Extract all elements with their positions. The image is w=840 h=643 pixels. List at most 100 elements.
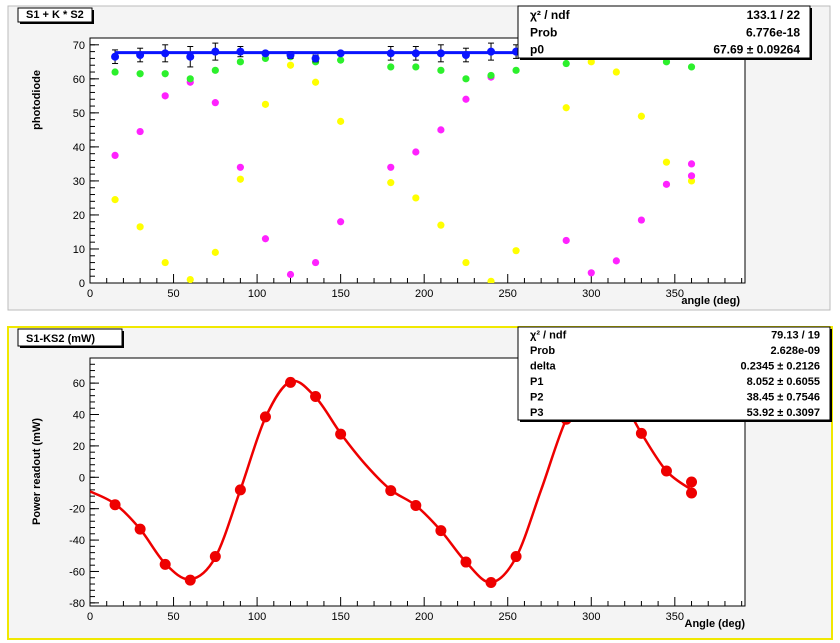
data-point (211, 248, 219, 256)
data-point (286, 270, 295, 279)
bot-stats-label: χ² / ndf (530, 330, 567, 342)
bot-ytick-label: 40 (73, 410, 85, 422)
data-point (310, 390, 322, 402)
top-ytick-label: 70 (73, 40, 85, 52)
top-ytick-label: 30 (73, 176, 85, 188)
data-point (562, 104, 570, 112)
bot-stats-label: Prob (530, 345, 555, 357)
top-x-axis-label: angle (deg) (681, 295, 740, 307)
data-point (587, 58, 595, 66)
top-title-box (17, 7, 93, 23)
bot-xtick-label: 300 (582, 611, 600, 623)
bot-title: S1-KS2 (mW) (26, 333, 95, 345)
data-point (337, 56, 345, 64)
data-point (485, 576, 497, 588)
data-point (335, 428, 347, 440)
data-point (209, 551, 221, 563)
data-point (662, 158, 671, 166)
data-point (410, 500, 422, 512)
top-xtick-label: 150 (331, 288, 349, 300)
bot-ytick-label: 20 (73, 441, 85, 453)
data-point (286, 61, 295, 69)
data-point (159, 558, 171, 570)
data-point (562, 59, 570, 68)
bot-ytick-label: -80 (69, 598, 85, 610)
bot-xtick-label: 100 (248, 611, 266, 623)
bot-stats-value: 8.052 ± 0.6055 (747, 376, 820, 388)
top-ytick-label: 40 (73, 142, 85, 154)
data-point (311, 78, 320, 86)
data-point (161, 92, 169, 100)
data-point (510, 551, 522, 563)
bot-ytick-label: -40 (69, 535, 85, 547)
data-point (437, 221, 445, 229)
data-point (311, 258, 320, 267)
top-stats-label: p0 (530, 43, 544, 57)
data-point (435, 525, 447, 537)
data-point (612, 257, 620, 265)
top-ytick-label: 0 (79, 278, 85, 290)
data-point (412, 63, 420, 71)
data-point (387, 63, 395, 71)
top-xtick-label: 200 (415, 288, 433, 300)
data-point (687, 172, 696, 180)
data-point (512, 66, 520, 74)
top-stats-label: χ² / ndf (530, 8, 571, 22)
data-point (285, 376, 297, 388)
bot-y-axis-label: Power readout (mW) (31, 418, 43, 525)
data-point (161, 258, 169, 267)
data-point (259, 411, 271, 423)
data-point (261, 235, 270, 243)
top-ytick-label: 50 (73, 108, 85, 120)
bot-stats-label: delta (530, 361, 557, 373)
data-point (211, 99, 219, 107)
data-point (387, 179, 395, 187)
data-point (512, 247, 520, 255)
data-point (412, 194, 420, 202)
bot-ytick-label: 0 (79, 472, 85, 484)
top-ytick-label: 60 (73, 74, 85, 86)
data-point (111, 52, 120, 61)
data-point (136, 223, 144, 231)
data-point (109, 499, 121, 511)
top-title: S1 + K * S2 (26, 9, 84, 21)
data-point (134, 523, 146, 535)
data-point (612, 68, 620, 76)
data-point (111, 196, 119, 204)
bot-xtick-label: 200 (415, 611, 433, 623)
data-point (234, 484, 246, 496)
top-ytick-label: 10 (73, 244, 85, 256)
data-point (462, 75, 470, 83)
bot-ytick-label: -20 (69, 504, 85, 516)
bot-stats-value: 79.13 / 19 (771, 330, 820, 342)
data-point (111, 68, 119, 76)
bot-stats-value: 53.92 ± 0.3097 (747, 407, 820, 419)
data-point (462, 258, 470, 267)
data-point (637, 112, 646, 120)
data-point (562, 236, 570, 245)
data-point (686, 476, 698, 488)
top-y-axis-label: photodiode (31, 70, 43, 130)
data-point (385, 485, 397, 497)
data-point (587, 269, 595, 277)
data-point (662, 180, 671, 188)
bot-stats-label: P1 (530, 376, 543, 388)
bot-stats-label: P3 (530, 407, 543, 419)
data-point (387, 163, 395, 171)
top-xtick-label: 250 (499, 288, 517, 300)
bot-xtick-label: 150 (331, 611, 349, 623)
data-point (437, 126, 445, 134)
data-point (337, 117, 345, 125)
data-point (161, 70, 169, 78)
bot-stats-box (517, 326, 831, 421)
top-xtick-label: 100 (248, 288, 266, 300)
data-point (662, 58, 671, 66)
bot-title-box (17, 328, 123, 347)
data-point (236, 58, 244, 66)
bot-stats-value: 2.628e-09 (770, 345, 820, 357)
top-xtick-label: 300 (582, 288, 600, 300)
data-point (687, 177, 696, 185)
bot-xtick-label: 50 (167, 611, 179, 623)
data-point (637, 216, 646, 224)
